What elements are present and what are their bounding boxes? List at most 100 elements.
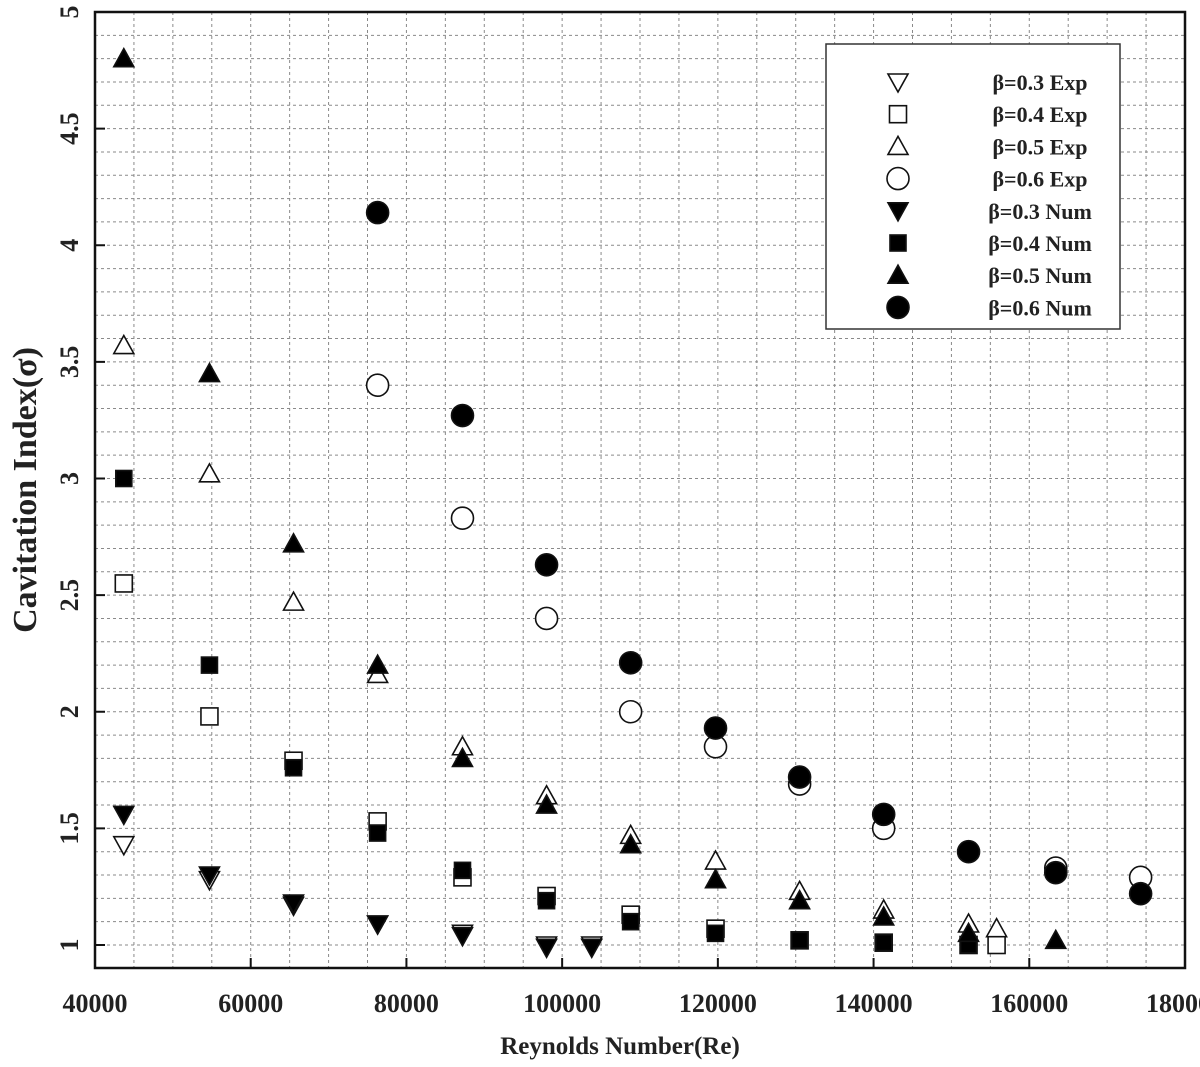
y-tick-label: 1.5 bbox=[55, 812, 84, 845]
legend-marker bbox=[886, 202, 910, 223]
data-point bbox=[198, 462, 221, 483]
x-axis-title: Reynolds Number(Re) bbox=[500, 1033, 740, 1060]
data-point bbox=[450, 403, 475, 428]
series-group bbox=[112, 333, 1008, 938]
x-tick-label: 140000 bbox=[835, 989, 913, 1018]
x-tick-label: 60000 bbox=[218, 989, 283, 1018]
data-point bbox=[618, 650, 643, 675]
series-group bbox=[114, 574, 1006, 955]
x-tick-label: 40000 bbox=[63, 989, 128, 1018]
legend-label: β=0.6 Num bbox=[988, 295, 1092, 320]
data-point bbox=[787, 765, 812, 789]
data-point bbox=[871, 802, 896, 827]
y-tick-labels: 1 1.5 2 2.5 3 3.5 4 4.5 5 bbox=[55, 6, 84, 952]
axis-ticks bbox=[94, 11, 1186, 968]
data-point bbox=[112, 835, 136, 857]
data-point bbox=[872, 905, 896, 926]
legend: β=0.3 Exp β=0.4 Exp β=0.5 Exp β=0.6 Exp β=0.… bbox=[825, 43, 1121, 330]
x-tick-label: 180000 bbox=[1146, 989, 1200, 1018]
data-point bbox=[534, 553, 559, 577]
data-point bbox=[874, 933, 893, 952]
data-point bbox=[788, 889, 811, 910]
x-tick-label: 120000 bbox=[679, 989, 757, 1018]
y-tick-label: 5 bbox=[55, 6, 84, 19]
data-point bbox=[366, 653, 389, 674]
legend-label: β=0.5 Num bbox=[988, 263, 1092, 288]
x-tick-labels: 40000 60000 80000 100000 120000 140000 160000 1… bbox=[63, 989, 1200, 1018]
legend-label: β=0.4 Num bbox=[988, 231, 1092, 256]
data-point bbox=[534, 606, 559, 631]
data-points bbox=[112, 47, 1153, 959]
legend-marker bbox=[886, 134, 910, 156]
data-point bbox=[200, 656, 219, 674]
legend-marker bbox=[888, 104, 908, 124]
data-point bbox=[537, 891, 556, 910]
legend-marker bbox=[886, 295, 910, 320]
legend-label: β=0.6 Exp bbox=[992, 167, 1087, 192]
legend-item: β=0.3 Num bbox=[886, 199, 1092, 224]
legend-item: β=0.5 Exp bbox=[886, 134, 1088, 159]
legend-marker bbox=[886, 263, 910, 285]
data-point bbox=[112, 333, 136, 355]
data-point bbox=[115, 469, 133, 488]
legend-item: β=0.6 Exp bbox=[886, 167, 1088, 192]
y-axis-title: Cavitation Index(σ) bbox=[7, 347, 44, 633]
data-point bbox=[112, 805, 136, 827]
x-tick-label: 80000 bbox=[374, 989, 439, 1018]
legend-marker bbox=[889, 234, 907, 252]
data-point bbox=[703, 716, 728, 740]
data-point bbox=[987, 935, 1006, 955]
data-point bbox=[1128, 881, 1153, 906]
legend-marker bbox=[886, 73, 910, 94]
data-point bbox=[112, 47, 136, 68]
data-point bbox=[618, 699, 643, 724]
data-point bbox=[282, 590, 305, 611]
data-point bbox=[282, 894, 305, 915]
y-tick-label: 1 bbox=[55, 939, 84, 952]
data-point bbox=[621, 912, 640, 931]
data-point bbox=[453, 861, 472, 880]
data-point bbox=[451, 926, 474, 948]
x-tick-label: 100000 bbox=[523, 989, 601, 1018]
data-point bbox=[957, 921, 980, 943]
data-point bbox=[284, 758, 303, 777]
data-point bbox=[450, 506, 475, 530]
legend-label: β=0.5 Exp bbox=[992, 134, 1087, 159]
data-point bbox=[580, 938, 604, 959]
data-point bbox=[282, 532, 305, 553]
data-point bbox=[619, 833, 643, 854]
legend-item: β=0.4 Exp bbox=[888, 102, 1088, 127]
y-tick-label: 4.5 bbox=[55, 112, 84, 145]
data-point bbox=[535, 938, 558, 959]
series-group bbox=[115, 469, 978, 954]
data-point bbox=[451, 746, 474, 768]
data-point bbox=[704, 849, 727, 870]
data-point bbox=[985, 917, 1008, 938]
y-tick-label: 2.5 bbox=[55, 579, 84, 612]
data-point bbox=[198, 361, 221, 383]
y-tick-label: 4 bbox=[55, 239, 84, 252]
data-point bbox=[704, 868, 727, 889]
data-point bbox=[706, 924, 725, 943]
legend-item: β=0.4 Num bbox=[889, 231, 1092, 256]
data-point bbox=[365, 373, 390, 398]
data-point bbox=[1044, 928, 1068, 950]
plot-frame bbox=[93, 10, 1187, 970]
legend-label: β=0.4 Exp bbox=[992, 102, 1087, 127]
data-point bbox=[368, 824, 387, 842]
y-tick-label: 2 bbox=[55, 705, 84, 718]
data-point bbox=[790, 931, 809, 950]
data-point bbox=[114, 574, 134, 593]
y-tick-label: 3.5 bbox=[55, 346, 84, 379]
data-point bbox=[1043, 860, 1068, 885]
data-point bbox=[366, 915, 389, 936]
legend-item: β=0.3 Exp bbox=[886, 70, 1088, 95]
data-point bbox=[200, 707, 219, 726]
y-tick-label: 3 bbox=[55, 472, 84, 485]
series-group bbox=[112, 47, 1068, 950]
legend-label: β=0.3 Exp bbox=[992, 70, 1087, 95]
series-group bbox=[112, 805, 604, 959]
data-point bbox=[535, 793, 558, 814]
x-tick-label: 160000 bbox=[990, 989, 1068, 1018]
